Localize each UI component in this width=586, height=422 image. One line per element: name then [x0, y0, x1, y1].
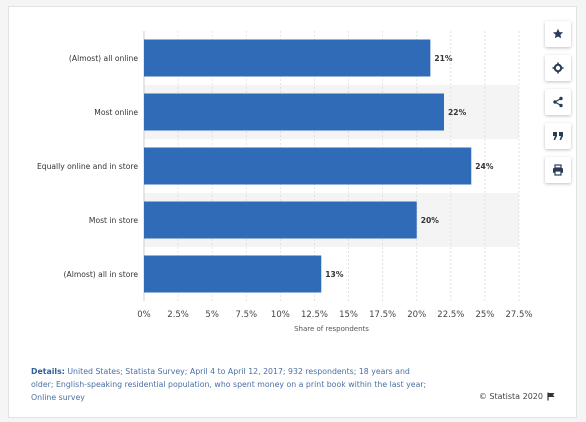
- toolbar: [545, 21, 575, 191]
- bar: [144, 93, 444, 131]
- x-tick-label: 5%: [205, 310, 219, 320]
- quote-icon: [553, 132, 563, 140]
- star-icon: [552, 28, 564, 39]
- category-label: Most in store: [89, 216, 138, 225]
- data-label: 13%: [325, 270, 344, 279]
- chart-card: 0% 2.5% 5% 7.5% 10% 12.5% 15% 17.5% 20% 22.5% 25% 2…: [8, 6, 577, 418]
- share-icon: [553, 96, 563, 108]
- bar: [144, 147, 472, 185]
- x-tick-label: 15%: [339, 310, 358, 320]
- category-label: (Almost) all online: [69, 54, 138, 63]
- cite-button[interactable]: [545, 123, 571, 149]
- x-tick-label: 0%: [137, 310, 151, 320]
- category-label: (Almost) all in store: [64, 270, 139, 279]
- credit-text: © Statista 2020: [478, 392, 543, 401]
- x-tick-label: 2.5%: [167, 310, 189, 320]
- details-text: United States; Statista Survey; April 4 …: [31, 367, 427, 402]
- x-tick-label: 17.5%: [369, 310, 396, 320]
- data-label: 21%: [434, 54, 453, 63]
- gear-icon: [552, 62, 564, 74]
- bar: [144, 201, 417, 239]
- bar: [144, 39, 431, 77]
- data-label: 24%: [475, 162, 494, 171]
- data-label: 22%: [448, 108, 467, 117]
- x-axis-title: Share of respondents: [294, 325, 369, 333]
- bar: [144, 255, 322, 293]
- details-label: Details:: [31, 367, 65, 376]
- data-label: 20%: [421, 216, 440, 225]
- x-tick-label: 22.5%: [437, 310, 464, 320]
- details-note: Details: United States; Statista Survey;…: [31, 365, 431, 404]
- print-button[interactable]: [545, 157, 571, 183]
- statista-credit[interactable]: © Statista 2020: [479, 392, 556, 401]
- print-icon: [553, 164, 563, 176]
- flag-icon: [547, 392, 555, 401]
- settings-button[interactable]: [545, 55, 571, 81]
- x-tick-label: 20%: [407, 310, 426, 320]
- x-tick-label: 10%: [271, 310, 290, 320]
- bar-chart: 0% 2.5% 5% 7.5% 10% 12.5% 15% 17.5% 20% 22.5% 25% 2…: [37, 31, 533, 333]
- x-tick-label: 12.5%: [301, 310, 328, 320]
- x-tick-label: 27.5%: [505, 310, 532, 320]
- share-button[interactable]: [545, 89, 571, 115]
- x-tick-label: 25%: [475, 310, 494, 320]
- category-label: Most online: [94, 108, 138, 117]
- category-label: Equally online and in store: [37, 162, 138, 171]
- x-tick-label: 7.5%: [235, 310, 257, 320]
- favorite-button[interactable]: [545, 21, 571, 47]
